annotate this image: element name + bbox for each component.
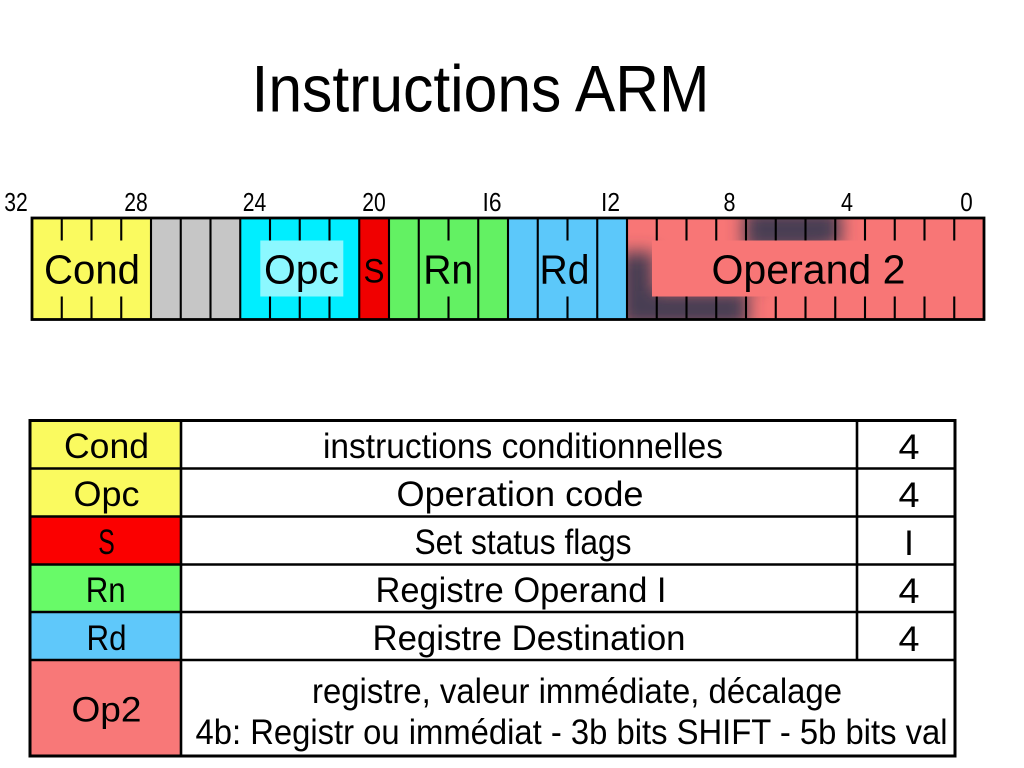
svg-text:Registre Operand I: Registre Operand I bbox=[376, 571, 667, 610]
svg-text:S: S bbox=[364, 253, 385, 291]
svg-text:Rd: Rd bbox=[87, 619, 127, 658]
svg-text:4: 4 bbox=[899, 476, 920, 515]
svg-text:Operation code: Operation code bbox=[397, 475, 644, 514]
svg-text:Set status flags: Set status flags bbox=[415, 523, 632, 562]
svg-text:registre, valeur immédiate, dé: registre, valeur immédiate, décalage bbox=[312, 672, 842, 711]
svg-text:instructions conditionnelles: instructions conditionnelles bbox=[323, 427, 723, 466]
svg-text:0: 0 bbox=[960, 187, 973, 217]
svg-text:8: 8 bbox=[724, 187, 736, 217]
svg-text:Rd: Rd bbox=[540, 247, 590, 293]
svg-text:Rn: Rn bbox=[423, 247, 473, 293]
svg-text:Registre Destination: Registre Destination bbox=[373, 619, 686, 658]
svg-text:4b: Registr ou immédiat - 3b b: 4b: Registr ou immédiat - 3b bits SHIFT … bbox=[196, 713, 948, 752]
svg-text:24: 24 bbox=[243, 187, 267, 217]
svg-text:20: 20 bbox=[362, 187, 386, 217]
svg-text:I6: I6 bbox=[483, 187, 502, 217]
svg-text:4: 4 bbox=[841, 187, 853, 217]
svg-text:32: 32 bbox=[4, 187, 28, 217]
svg-text:Instructions ARM: Instructions ARM bbox=[252, 52, 710, 126]
svg-text:Opc: Opc bbox=[74, 475, 140, 514]
svg-text:S: S bbox=[98, 523, 115, 562]
svg-text:Cond: Cond bbox=[44, 247, 140, 293]
svg-text:4: 4 bbox=[899, 620, 920, 659]
svg-text:I: I bbox=[904, 524, 914, 563]
svg-text:Rn: Rn bbox=[86, 571, 126, 610]
svg-text:4: 4 bbox=[899, 572, 920, 611]
svg-text:I2: I2 bbox=[601, 187, 620, 217]
svg-text:Opc: Opc bbox=[264, 247, 339, 293]
svg-text:Cond: Cond bbox=[64, 427, 149, 466]
svg-text:28: 28 bbox=[124, 187, 148, 217]
svg-text:Op2: Op2 bbox=[72, 691, 142, 730]
svg-text:Operand 2: Operand 2 bbox=[712, 247, 906, 293]
svg-text:4: 4 bbox=[899, 428, 920, 467]
